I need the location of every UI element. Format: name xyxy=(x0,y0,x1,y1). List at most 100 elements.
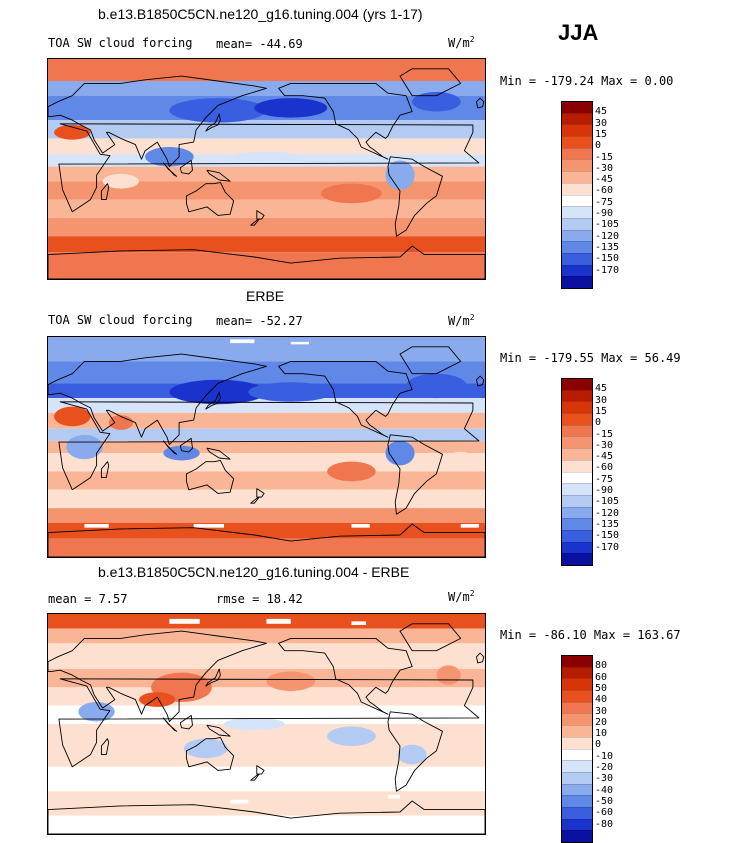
colorbar-swatch xyxy=(562,690,592,702)
field-band xyxy=(48,361,485,384)
coastline xyxy=(476,375,485,387)
colorbar-swatch xyxy=(562,206,592,218)
field-band xyxy=(48,522,485,539)
colorbar-level-label: -15 xyxy=(595,151,614,163)
colorbar-swatch xyxy=(562,656,592,667)
field-band xyxy=(48,440,485,454)
field-band xyxy=(48,217,485,237)
coastline xyxy=(206,447,231,460)
field-patch xyxy=(54,406,91,427)
panel3-rmse: rmse = 18.42 xyxy=(216,592,303,606)
panel2-title: ERBE xyxy=(246,288,285,304)
colorbar-level-label: -10 xyxy=(595,750,614,762)
colorbar-swatch xyxy=(562,241,592,253)
coastline xyxy=(100,183,110,201)
colorbar-level-label: 30 xyxy=(595,394,608,406)
field-band xyxy=(48,724,485,743)
field-band xyxy=(48,815,485,834)
coastline xyxy=(205,668,221,687)
colorbar-boxes xyxy=(561,378,593,566)
coastline xyxy=(48,630,267,723)
coastline xyxy=(162,440,178,455)
coastline xyxy=(387,434,443,515)
field-band xyxy=(48,252,485,279)
field-band xyxy=(48,643,485,669)
coastline xyxy=(399,68,462,97)
colorbar-level-label: -20 xyxy=(595,762,614,773)
missing-data-patch xyxy=(230,799,249,804)
field-patch xyxy=(108,415,133,430)
colorbar-swatch xyxy=(562,424,592,437)
colorbar-swatch xyxy=(562,448,592,460)
panel3-units: W/m2 xyxy=(448,589,475,604)
missing-data-patch xyxy=(351,524,370,528)
colorbar-level-label: 60 xyxy=(595,671,608,683)
coastline xyxy=(179,159,193,175)
colorbar-swatch xyxy=(562,217,592,230)
field-patch xyxy=(385,440,415,466)
coastline xyxy=(205,113,221,132)
colorbar-swatch xyxy=(562,783,592,796)
colorbar-level-label: 10 xyxy=(595,728,608,740)
coastline xyxy=(278,637,413,715)
colorbar-level-label: -30 xyxy=(595,773,614,785)
missing-data-patch xyxy=(193,524,225,528)
colorbar-swatch xyxy=(562,795,592,807)
field-band xyxy=(48,453,485,472)
colorbar-level-label: -45 xyxy=(595,174,614,186)
panel1-mean: mean= -44.69 xyxy=(216,37,303,51)
colorbar-swatch xyxy=(562,264,592,277)
coastline xyxy=(205,391,221,410)
colorbar-swatch xyxy=(562,413,592,425)
colorbar-level-label: -170 xyxy=(595,264,620,276)
coastline xyxy=(206,169,231,182)
colorbar-swatch xyxy=(562,471,592,484)
colorbar-swatch xyxy=(562,194,592,207)
missing-data-patch xyxy=(266,618,291,624)
colorbar-level-label: -60 xyxy=(595,807,614,819)
coastline xyxy=(278,82,413,160)
colorbar-swatch xyxy=(562,771,592,784)
season-label: JJA xyxy=(558,20,599,45)
panel2-minmax: Min = -179.55 Max = 56.49 xyxy=(500,351,681,365)
colorbar-swatch xyxy=(562,713,592,726)
coastline xyxy=(250,773,260,781)
field-band xyxy=(48,791,485,816)
coastline xyxy=(278,360,413,438)
missing-data-patch xyxy=(169,618,200,624)
colorbar-level-label: 15 xyxy=(595,128,608,140)
coastline xyxy=(185,181,235,216)
field-band xyxy=(48,428,485,441)
colorbar-swatch xyxy=(562,136,592,148)
panel1-map xyxy=(47,58,486,280)
field-patch xyxy=(139,692,176,707)
field-band xyxy=(48,337,485,362)
field-patch xyxy=(169,98,267,123)
colorbar-swatch xyxy=(562,252,592,265)
coastline xyxy=(476,97,485,109)
panel3-mean: mean = 7.57 xyxy=(48,592,128,606)
colorbar-swatch xyxy=(562,725,592,737)
coastline xyxy=(48,523,485,557)
colorbar-swatch xyxy=(562,171,592,183)
field-patch xyxy=(254,98,328,118)
field-patch xyxy=(446,451,476,467)
panel2-variable: TOA SW cloud forcing xyxy=(48,313,193,327)
field-band xyxy=(48,120,485,139)
coastline xyxy=(256,765,265,775)
coastline xyxy=(256,488,265,498)
colorbar-level-label: 30 xyxy=(595,705,608,717)
coastline xyxy=(58,678,480,768)
colorbar-swatch xyxy=(562,666,592,679)
colorbar-swatch xyxy=(562,389,592,402)
colorbar-level-label: -50 xyxy=(595,795,614,807)
colorbar-swatch xyxy=(562,147,592,160)
coastline xyxy=(162,162,178,177)
panel2-units: W/m2 xyxy=(448,313,475,328)
colorbar-swatch xyxy=(562,518,592,530)
coastline xyxy=(250,496,260,504)
colorbar-level-label: -90 xyxy=(595,208,614,219)
coastline xyxy=(250,218,260,226)
colorbar-swatch xyxy=(562,379,592,390)
colorbar-boxes xyxy=(561,655,593,843)
